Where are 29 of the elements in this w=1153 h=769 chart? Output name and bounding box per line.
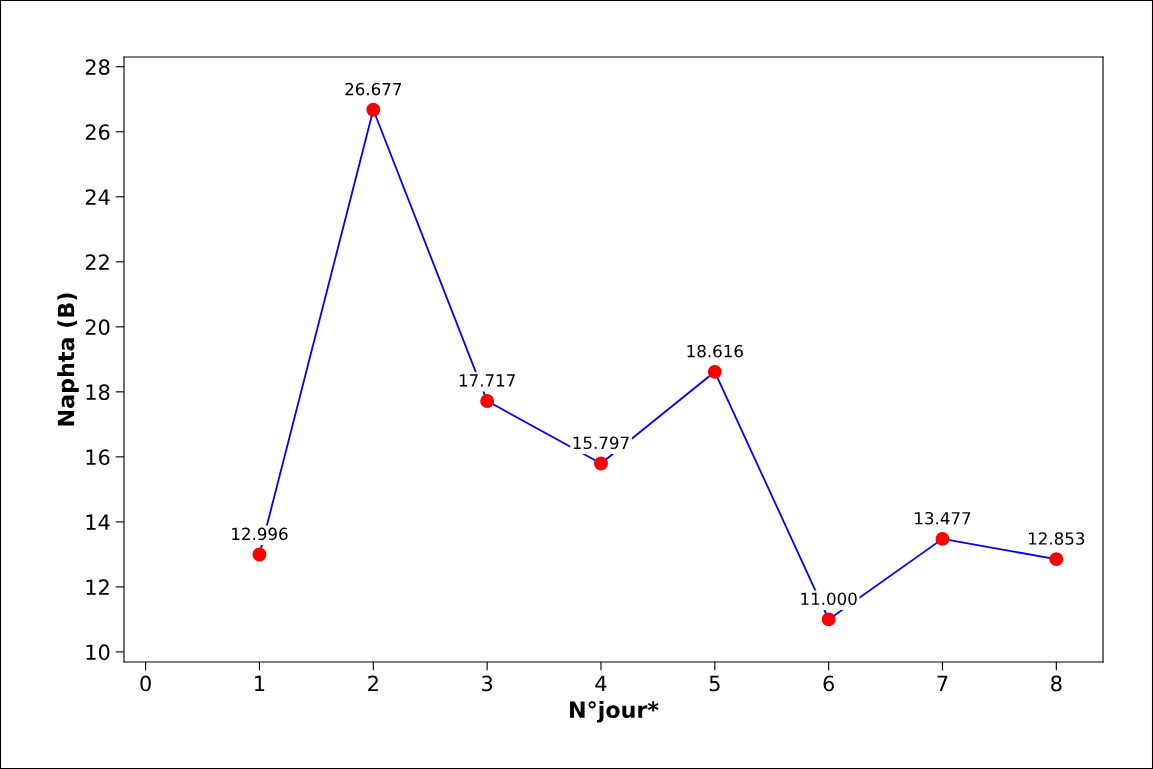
- x-tick-label: 8: [1051, 675, 1062, 692]
- y-tick-label: 24: [85, 189, 110, 205]
- x-axis-title: N°jour*: [570, 700, 659, 723]
- x-tick-label: 6: [823, 675, 834, 692]
- y-tick-label: 14: [86, 514, 110, 530]
- x-tick-label: 4: [595, 675, 607, 692]
- x-tick-label: 7: [937, 675, 948, 692]
- x-tick-label: 0: [140, 675, 151, 692]
- text: 26.677: [345, 82, 402, 96]
- x-tick-label: 3: [482, 675, 493, 692]
- y-tick-label: 20: [85, 319, 110, 336]
- text: 12.853: [1029, 532, 1085, 545]
- text: 15.797: [573, 436, 629, 450]
- y-tick-label: 22: [85, 254, 109, 270]
- y-tick-label: 10: [86, 644, 110, 661]
- text: 17.717: [459, 374, 515, 387]
- text: 12.996: [232, 527, 288, 541]
- y-axis-title: Naphta (B): [57, 293, 79, 426]
- x-tick-label: 2: [368, 675, 378, 692]
- x-tick-label: 5: [709, 675, 720, 692]
- y-tick-label: 12: [86, 579, 109, 595]
- y-tick-label: 18: [86, 384, 110, 401]
- text: 18.616: [687, 344, 743, 358]
- text: 11.000: [801, 592, 857, 606]
- y-tick-label: 26: [85, 124, 110, 140]
- text: 13.477: [915, 511, 971, 525]
- x-tick-label: 1: [255, 675, 265, 692]
- y-tick-label: 16: [86, 449, 110, 466]
- y-tick-label: 28: [85, 59, 110, 75]
